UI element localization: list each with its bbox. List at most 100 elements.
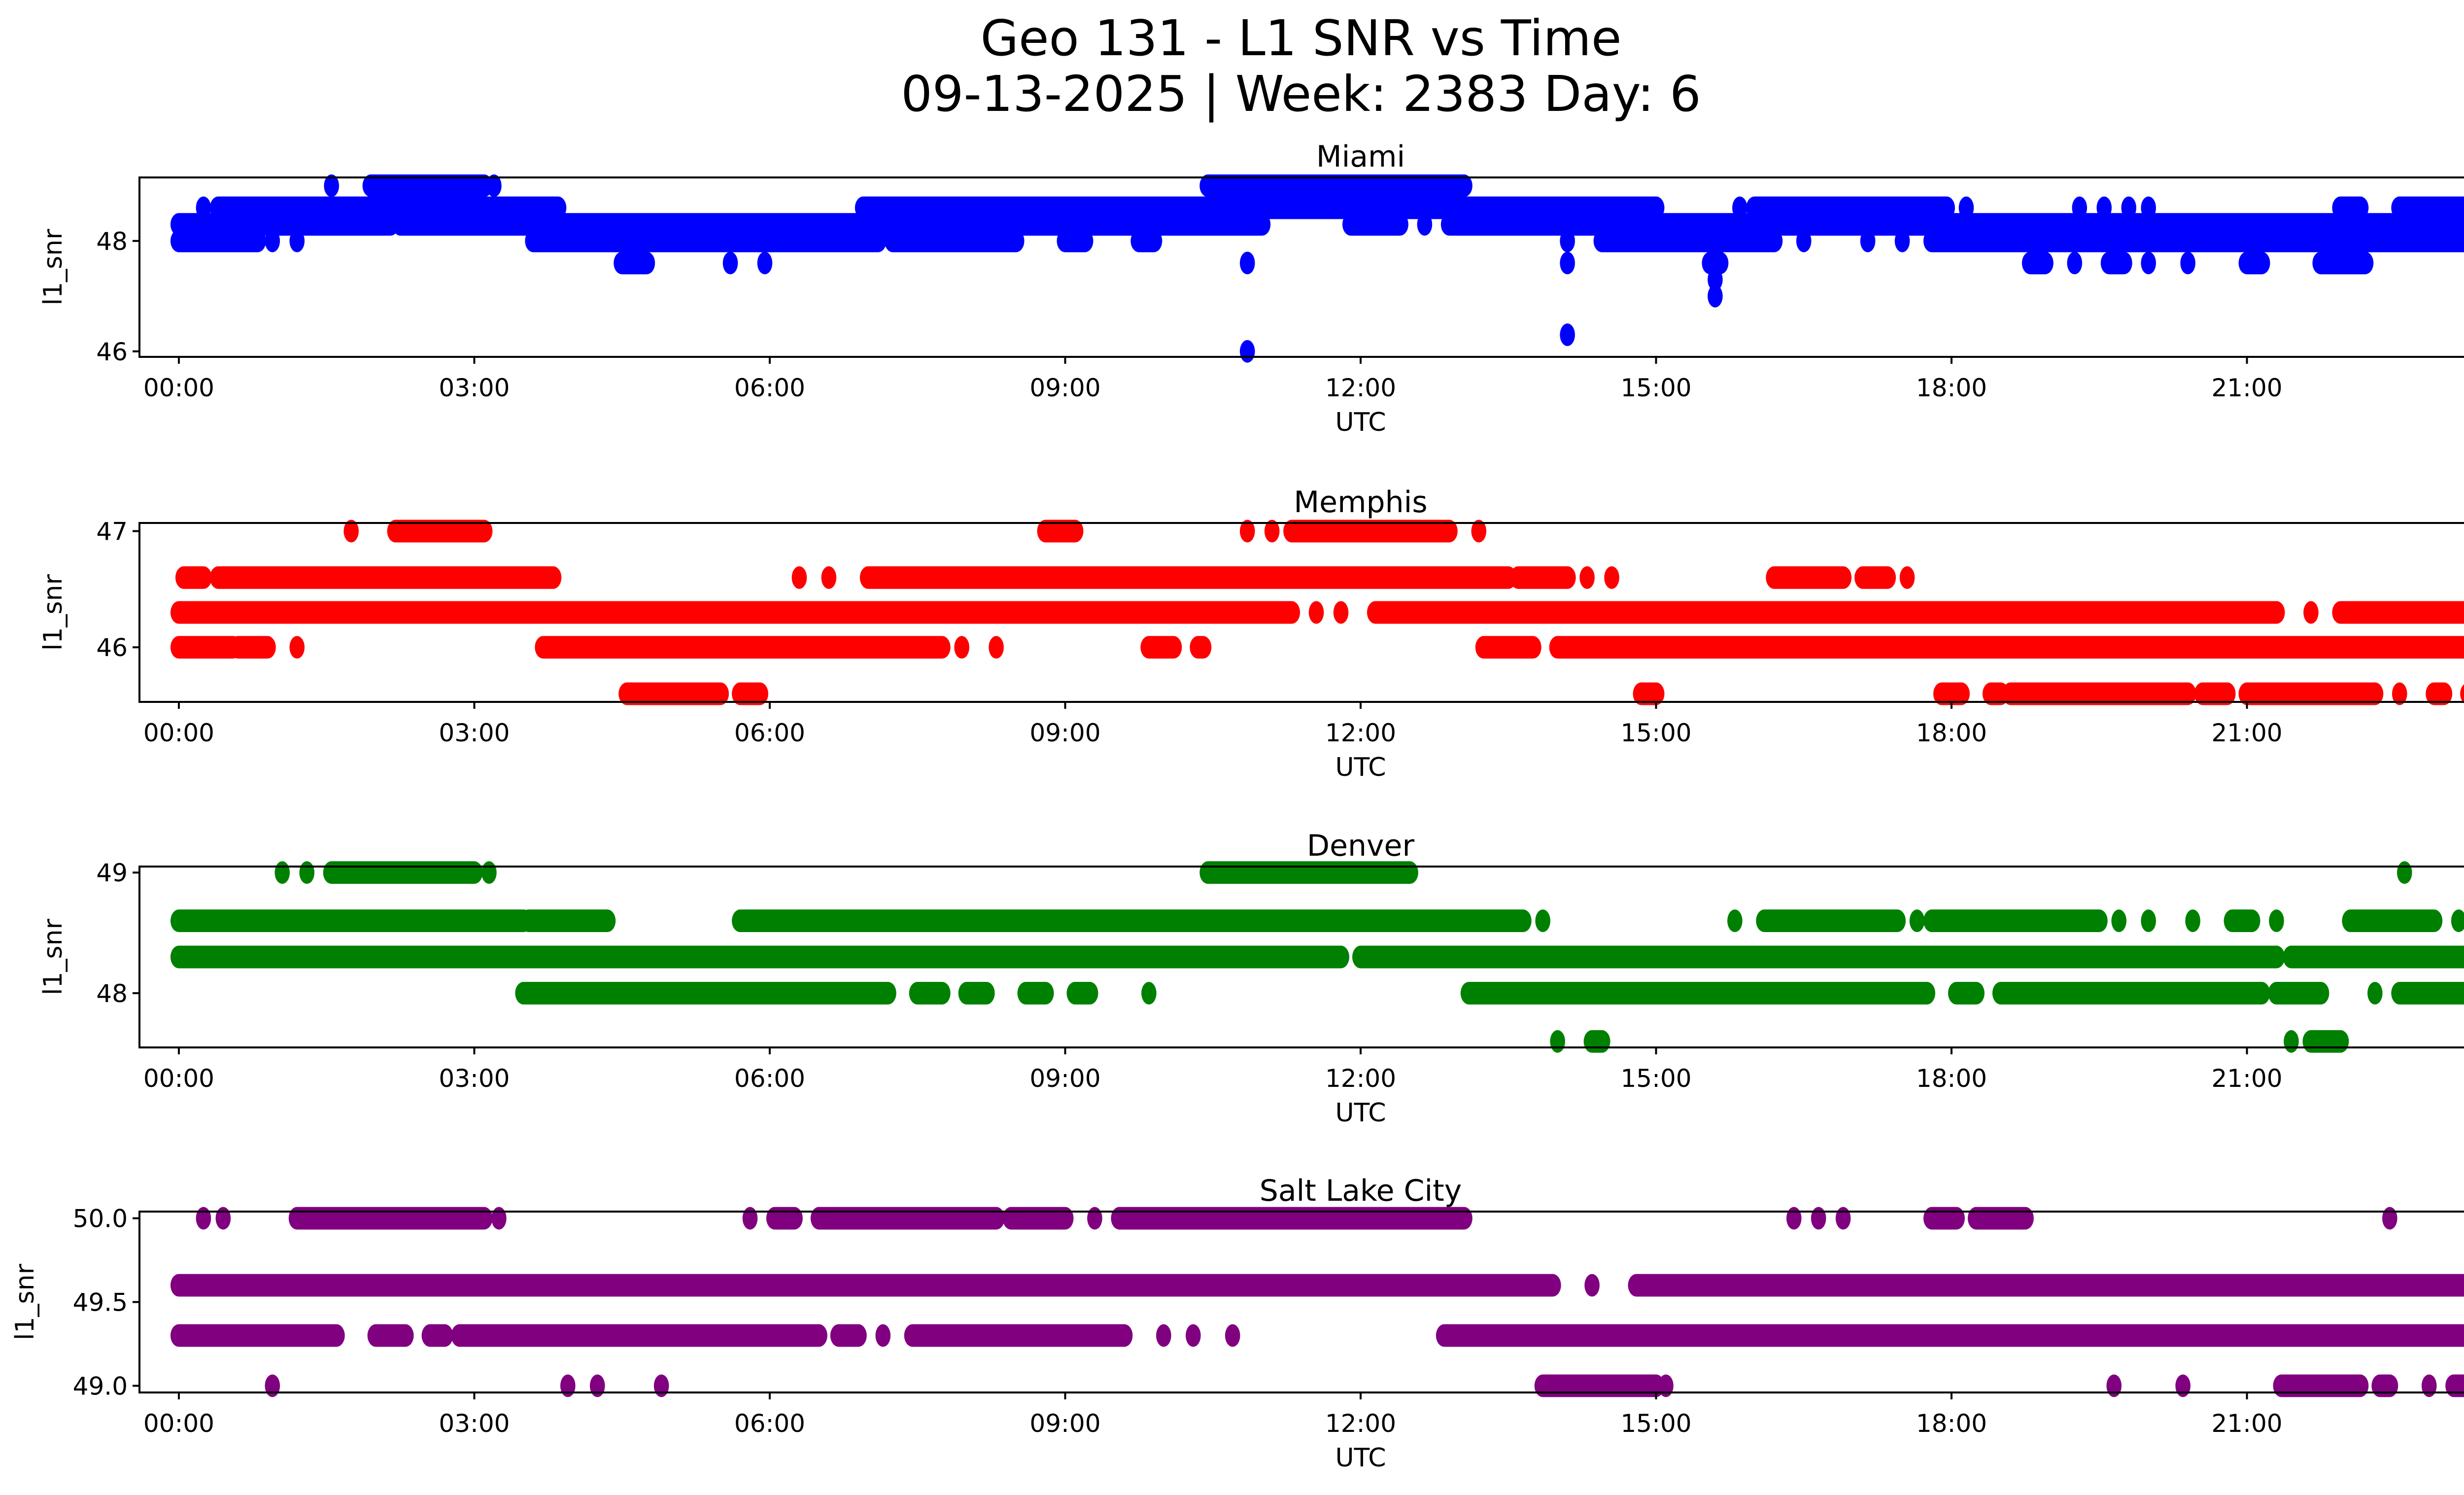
data-point-run [175, 566, 212, 589]
x-tick-label: 00:00 [143, 1064, 214, 1093]
data-point [215, 1207, 231, 1230]
data-point-run [618, 682, 729, 705]
data-point-run [1967, 1207, 2034, 1230]
data-point [1727, 909, 1743, 933]
data-point [1308, 601, 1324, 624]
data-point [821, 566, 837, 589]
data-point [2141, 909, 2156, 933]
data-point-run [1190, 636, 1212, 659]
data-point-run [732, 909, 1532, 933]
data-point [722, 251, 738, 275]
x-tick-label: 21:00 [2212, 1064, 2283, 1093]
x-axis-label: UTC [1335, 1098, 1386, 1128]
data-point-run [1436, 1324, 2464, 1347]
data-point-run [2302, 1030, 2349, 1053]
x-tick-label: 18:00 [1916, 374, 1987, 402]
data-point [1185, 1324, 1201, 1347]
data-point-run [1130, 229, 1163, 252]
data-point [1708, 268, 1723, 291]
x-tick-label: 15:00 [1620, 719, 1691, 747]
data-point-run [1509, 566, 1576, 589]
data-point-run [515, 981, 896, 1005]
y-axis-label: l1_snr [38, 574, 68, 651]
x-tick-label: 21:00 [2212, 719, 2283, 747]
data-point-run [766, 1207, 803, 1230]
data-point-run [2371, 1374, 2398, 1397]
data-point-run [2342, 909, 2443, 933]
data-point [1811, 1207, 1826, 1230]
data-point [1708, 284, 1723, 308]
data-point-run [810, 1207, 1005, 1230]
x-tick-label: 18:00 [1916, 1064, 1987, 1093]
data-point [1786, 1207, 1802, 1230]
data-point [1471, 520, 1487, 543]
data-point-run [1628, 1274, 2464, 1297]
y-tick-label: 48 [96, 979, 128, 1008]
y-axis-label: l1_snr [38, 229, 68, 306]
x-tick-label: 09:00 [1029, 374, 1100, 402]
data-point [1333, 601, 1349, 624]
data-point-run [1854, 566, 1896, 589]
data-point-run [1593, 229, 1783, 252]
x-tick-label: 15:00 [1620, 1064, 1691, 1093]
data-point-run [2273, 1374, 2369, 1397]
x-tick-label: 21:00 [2212, 1409, 2283, 1438]
x-tick-label: 21:00 [2212, 374, 2283, 402]
x-tick-label: 09:00 [1029, 1409, 1100, 1438]
data-point-run [288, 1207, 493, 1230]
x-tick-label: 06:00 [734, 1409, 805, 1438]
data-point [2141, 251, 2156, 275]
data-point-run [1057, 229, 1094, 252]
data-point-run [367, 1324, 414, 1347]
data-point-run [2238, 682, 2384, 705]
data-point-run [1475, 636, 1541, 659]
data-point [2180, 251, 2195, 275]
data-points [170, 861, 2464, 1053]
data-point-run [859, 566, 1517, 589]
data-point [486, 174, 502, 197]
data-point [1560, 323, 1575, 347]
data-point [1796, 229, 1812, 252]
data-point-run [451, 1324, 827, 1347]
data-point [1417, 213, 1433, 236]
y-tick-label: 47 [96, 518, 128, 546]
data-point-run [362, 174, 493, 197]
data-point [1141, 981, 1157, 1005]
data-point-run [1460, 981, 1936, 1005]
data-point-run [958, 981, 995, 1005]
data-point-run [1283, 520, 1458, 543]
data-point [1909, 909, 1925, 933]
x-tick-label: 00:00 [143, 719, 214, 747]
data-points [170, 520, 2464, 705]
data-point-run [1111, 1207, 1472, 1230]
data-point-run [170, 909, 532, 933]
chart-subtitle: 09-13-2025 | Week: 2383 Day: 6 [901, 65, 1701, 123]
data-point [2269, 909, 2284, 933]
data-point [1225, 1324, 1240, 1347]
data-point-run [2194, 682, 2236, 705]
x-tick-label: 18:00 [1916, 719, 1987, 747]
data-point-run [1140, 636, 1182, 659]
panel-denver: Denver 48 49 l1_snr 00:00 03:00 06:00 09:00 12:0… [38, 829, 2464, 1128]
data-point [653, 1374, 669, 1397]
data-point [2303, 601, 2319, 624]
data-point-run [1702, 251, 1729, 275]
data-point-run [1923, 1207, 1965, 1230]
y-tick-label: 48 [96, 227, 128, 256]
panels: Miami 46 48 l1_snr 00:00 03:00 06:00 09:00 12:00… [10, 139, 2464, 1473]
x-tick-label: 03:00 [439, 1409, 510, 1438]
x-tick-label: 12:00 [1325, 719, 1396, 747]
panel-memphis: Memphis 46 47 l1_snr 00:00 03:00 06:00 09:00 12:… [38, 485, 2464, 782]
data-point-run [2224, 909, 2260, 933]
data-point [1239, 340, 1255, 363]
panel-miami: Miami 46 48 l1_snr 00:00 03:00 06:00 09:00 12:00… [38, 139, 2464, 437]
y-tick-label: 49.5 [73, 1288, 128, 1317]
x-tick-label: 12:00 [1325, 1064, 1396, 1093]
data-point-run [170, 601, 1300, 624]
axes-frame [138, 1211, 2464, 1393]
x-tick-label: 15:00 [1620, 1409, 1691, 1438]
x-axis-label: UTC [1335, 408, 1386, 437]
data-point [2382, 1207, 2397, 1230]
data-point [1899, 566, 1915, 589]
data-point-run [229, 636, 276, 659]
